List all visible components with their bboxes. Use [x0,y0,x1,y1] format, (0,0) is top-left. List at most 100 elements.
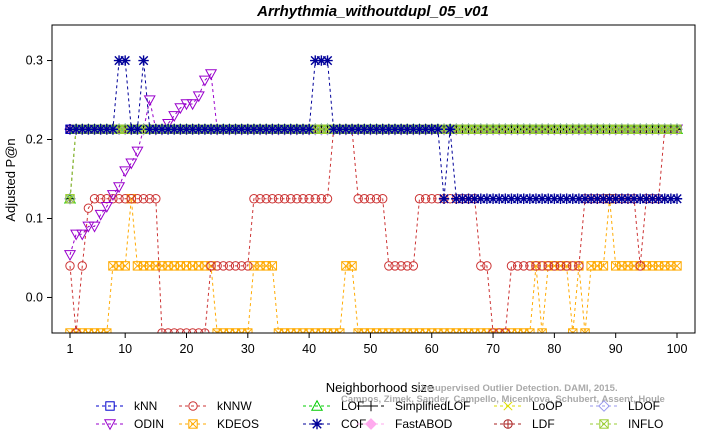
point-knnw [574,261,584,271]
point-knnw [102,194,112,204]
point-cof [107,124,119,135]
point-ldof [64,192,76,205]
point-knnw [261,194,271,204]
point-cof [340,124,352,135]
point-knnw [408,261,419,271]
point-ldof [658,123,671,136]
point-cof [506,193,517,204]
point-odin [94,209,107,221]
point-odin [119,166,132,178]
point-cof [432,124,444,135]
point-ldof [609,123,622,136]
point-ldof [505,123,518,136]
chart-title: Arrhythmia_withoutdupl_05_v01 [256,3,489,20]
x-axis-label: Neighborhood size [326,380,434,395]
series-loop [65,124,682,204]
point-ldof [640,123,653,136]
x-tick-label: 10 [118,342,132,356]
legend-label-ldof: LDOF [628,399,660,413]
x-tick-label: 100 [667,342,688,356]
point-cof [469,193,480,204]
point-kdeos [598,261,609,271]
point-cof [70,124,82,135]
point-cof [536,193,548,204]
point-ldof [579,123,591,136]
legend-label-knn: kNN [134,399,157,413]
legend-label-fastabod: FastABOD [395,417,453,431]
legend-item-ldof: LDOF [590,399,660,413]
axes-layer: 1 10 20 30 40 50 60 70 80 90 100 0.0 0.1 0.2 0.3 [26,54,688,356]
point-cof [420,124,431,135]
point-cof [524,193,536,204]
watermark-line-1: Unsupervised Outlier Detection. DAMI, 20… [417,383,618,394]
series-ldof [64,123,683,205]
point-ldof [591,123,604,136]
point-knnw [543,261,553,271]
point-odin [162,119,175,130]
legend-label-knnw: kNNW [217,399,252,413]
point-cof [389,124,401,135]
point-ldof [628,123,640,136]
point-knnw [249,194,259,204]
point-cof [119,55,131,66]
point-cof [451,193,462,204]
x-tick-label: 80 [547,342,561,356]
series-line-inflo [69,128,677,199]
point-knnw [377,194,388,204]
point-knnw [120,194,130,204]
point-knnw [65,261,75,271]
point-cof [610,193,621,204]
point-cof [303,124,315,135]
point-ldof [542,123,555,136]
point-cof [543,193,554,204]
point-knnw [420,194,431,204]
point-knnw [132,194,143,204]
point-knnw [145,194,155,204]
legend-label-inflo: INFLO [628,417,663,431]
point-kdeos [267,261,278,271]
point-cof [310,55,321,66]
point-knnw [230,261,241,271]
x-tick-label: 70 [486,342,500,356]
point-cof [567,193,578,204]
y-tick-label: 0.1 [26,211,43,225]
point-knnw [89,194,100,204]
legend-label-cof: COF [341,417,366,431]
point-knnw [286,194,296,204]
point-cof [254,124,266,135]
point-ldof [499,123,512,136]
point-knnw [322,194,333,204]
point-ldof [634,123,647,136]
y-tick-label: 0.3 [26,54,43,68]
point-cof [193,124,204,135]
point-ldof [548,123,561,136]
point-odin [192,91,205,103]
legend-marker-lof [310,399,324,411]
point-knnw [525,261,535,271]
point-cof [126,124,137,135]
point-knnw [549,261,560,271]
point-ldof [517,123,530,136]
point-cof [144,124,155,135]
point-knnw [316,194,327,204]
point-knnw [506,261,517,271]
point-ldof [585,123,598,136]
point-odin [113,182,126,194]
point-cof [187,124,198,135]
point-cof [377,124,388,135]
legend-item-knn: kNN [96,399,157,413]
point-cof [653,193,664,204]
point-ldof [560,123,573,136]
legend-marker-inflo [599,419,609,429]
plot-layer [63,55,684,333]
point-cof [285,124,296,135]
point-knnw [310,194,320,204]
point-cof [359,124,370,135]
legend: kNN kNNW LOF SimplifiedLOF LoOP LDOF ODIN KDEOS… [96,399,663,431]
point-cof [518,193,529,204]
point-cof [89,124,100,135]
point-knnw [218,261,228,271]
point-ldof [554,123,567,136]
point-cof [224,124,235,135]
point-cof [205,124,217,135]
